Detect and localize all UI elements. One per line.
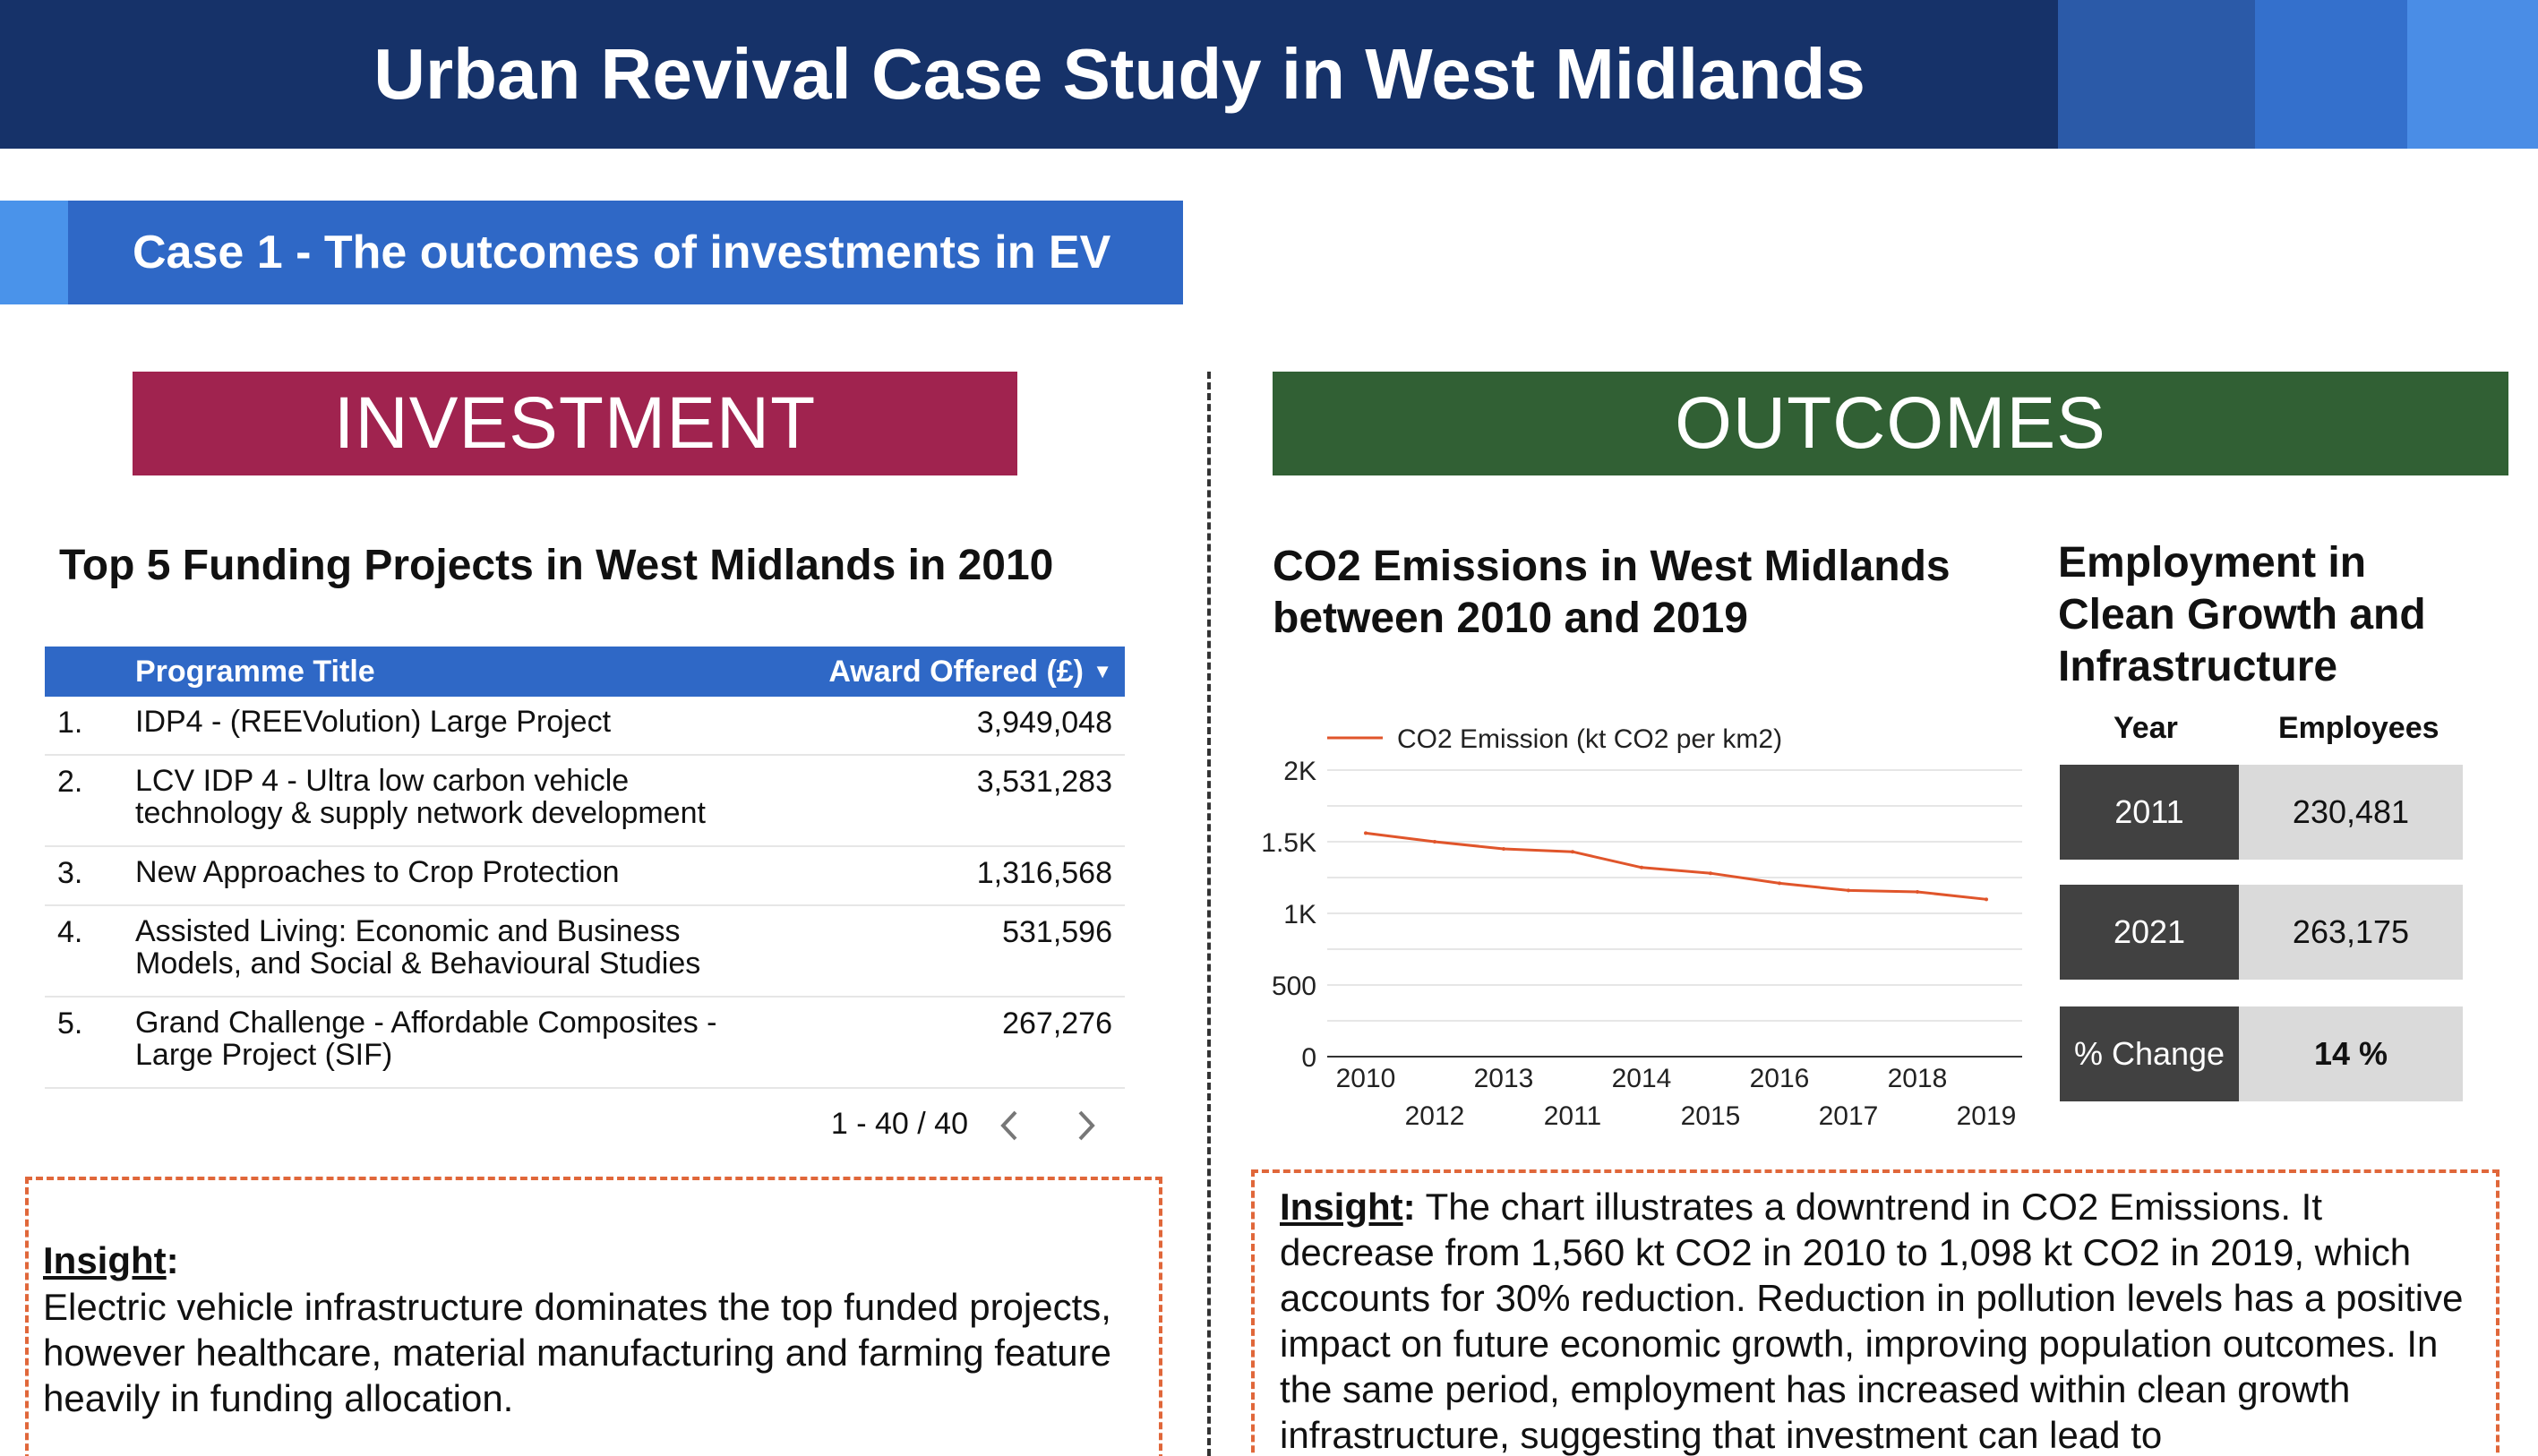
programme-title: New Approaches to Crop Protection: [135, 855, 620, 889]
award-offered-header[interactable]: Award Offered (£): [828, 655, 1084, 689]
case-banner-accent: [0, 201, 68, 304]
row-number: 3.: [57, 856, 83, 890]
section-divider: [1207, 372, 1211, 1456]
table-pagination: 1 - 40 / 40: [45, 1101, 1125, 1150]
table-row[interactable]: 5. Grand Challenge - Affordable Composit…: [45, 998, 1125, 1089]
table-header: Programme Title Award Offered (£) ▼: [45, 647, 1125, 697]
percent-change-row: % Change 14 %: [2060, 1006, 2472, 1101]
case-title: Case 1 - The outcomes of investments in …: [68, 201, 1183, 304]
table-row[interactable]: 4. Assisted Living: Economic and Busines…: [45, 906, 1125, 998]
header-accent-block: [2058, 0, 2255, 149]
x-tick-label: 2011: [1544, 1101, 1602, 1131]
y-tick-label: 1.5K: [1261, 828, 1316, 858]
award-value: 1,316,568: [976, 856, 1112, 890]
funding-table: Programme Title Award Offered (£) ▼ 1. I…: [45, 647, 1125, 1089]
page-header: Urban Revival Case Study in West Midland…: [0, 0, 2538, 149]
investment-heading: INVESTMENT: [133, 372, 1017, 475]
insight-label: Insight: [1280, 1186, 1403, 1228]
legend-label: CO2 Emission (kt CO2 per km2): [1397, 724, 1782, 754]
pagination-range: 1 - 40 / 40: [830, 1107, 968, 1141]
data-point: [1364, 831, 1368, 835]
data-point: [1502, 847, 1505, 851]
row-number: 4.: [57, 915, 83, 949]
row-number: 5.: [57, 1006, 83, 1041]
data-point: [1916, 890, 1919, 894]
year-cell: 2011: [2060, 765, 2239, 860]
header-accent-block: [2255, 0, 2407, 149]
co2-emissions-chart: 0 500 1K 1.5K 2K 2010 2012 2013 2011 2014 2015 2016…: [1261, 724, 2022, 1131]
employment-row: 2021 263,175: [2060, 885, 2472, 980]
y-tick-label: 1K: [1283, 900, 1316, 929]
co2-chart-title: CO2 Emissions in West Midlands between 2…: [1273, 543, 1951, 642]
table-row[interactable]: 2. LCV IDP 4 - Ultra low carbon vehicle …: [45, 756, 1125, 847]
employment-row: 2011 230,481: [2060, 765, 2472, 860]
row-number: 1.: [57, 706, 83, 740]
y-tick-label: 0: [1301, 1043, 1316, 1073]
header-accent-block: [2407, 0, 2538, 149]
programme-title-header[interactable]: Programme Title: [135, 655, 375, 689]
data-point: [1709, 871, 1712, 876]
insight-text: Insight: The chart illustrates a downtre…: [1280, 1186, 2464, 1456]
insight-text: Electric vehicle infrastructure dominate…: [43, 1286, 1111, 1419]
percent-change-label: % Change: [2060, 1006, 2239, 1101]
employees-header: Employees: [2278, 711, 2439, 745]
x-tick-label: 2017: [1819, 1101, 1879, 1131]
chevron-left-icon[interactable]: [992, 1105, 1028, 1146]
x-tick-label: 2019: [1957, 1101, 2017, 1131]
x-tick-label: 2016: [1750, 1064, 1810, 1093]
programme-title: LCV IDP 4 - Ultra low carbon vehicle tec…: [135, 764, 706, 830]
employment-title: Employment in Clean Growth and Infrastru…: [2058, 539, 2426, 690]
award-value: 3,531,283: [976, 765, 1112, 799]
page-title: Urban Revival Case Study in West Midland…: [373, 34, 1865, 114]
x-tick-label: 2010: [1336, 1064, 1396, 1093]
funding-table-title: Top 5 Funding Projects in West Midlands …: [59, 542, 1054, 589]
programme-title: Grand Challenge - Affordable Composites …: [135, 1006, 717, 1072]
sort-desc-icon[interactable]: ▼: [1093, 660, 1112, 682]
y-tick-label: 2K: [1283, 757, 1316, 786]
table-row[interactable]: 1. IDP4 - (REEVolution) Large Project 3,…: [45, 697, 1125, 756]
year-header: Year: [2114, 711, 2178, 745]
data-point: [1847, 888, 1850, 893]
y-tick-label: 500: [1272, 972, 1316, 1001]
outcomes-insight-box: Insight: The chart illustrates a downtre…: [1251, 1169, 2499, 1456]
table-row[interactable]: 3. New Approaches to Crop Protection 1,3…: [45, 847, 1125, 906]
data-point: [1985, 897, 1988, 902]
x-tick-label: 2014: [1612, 1064, 1672, 1093]
employment-table: Year Employees 2011 230,481 2021 263,175…: [2060, 700, 2472, 1101]
investment-insight-box: Insight: Electric vehicle infrastructure…: [25, 1177, 1162, 1456]
insight-label: Insight:: [43, 1239, 179, 1281]
programme-title: Assisted Living: Economic and Business M…: [135, 914, 701, 981]
employees-cell: 230,481: [2239, 765, 2463, 860]
co2-emission-series-line: [1365, 831, 1987, 901]
x-tick-label: 2018: [1888, 1064, 1948, 1093]
percent-change-value: 14 %: [2239, 1006, 2463, 1101]
award-value: 531,596: [1002, 915, 1112, 949]
employment-table-header: Year Employees: [2060, 700, 2472, 754]
year-cell: 2021: [2060, 885, 2239, 980]
x-tick-label: 2012: [1405, 1101, 1465, 1131]
programme-title: IDP4 - (REEVolution) Large Project: [135, 705, 612, 739]
data-point: [1571, 850, 1574, 854]
row-number: 2.: [57, 765, 83, 799]
data-point: [1640, 865, 1643, 869]
award-value: 267,276: [1002, 1006, 1112, 1041]
x-tick-label: 2013: [1474, 1064, 1534, 1093]
data-point: [1778, 881, 1781, 886]
outcomes-heading: OUTCOMES: [1273, 372, 2508, 475]
chevron-right-icon[interactable]: [1068, 1105, 1103, 1146]
award-value: 3,949,048: [976, 706, 1112, 740]
x-tick-label: 2015: [1681, 1101, 1741, 1131]
data-point: [1433, 840, 1436, 844]
employees-cell: 263,175: [2239, 885, 2463, 980]
